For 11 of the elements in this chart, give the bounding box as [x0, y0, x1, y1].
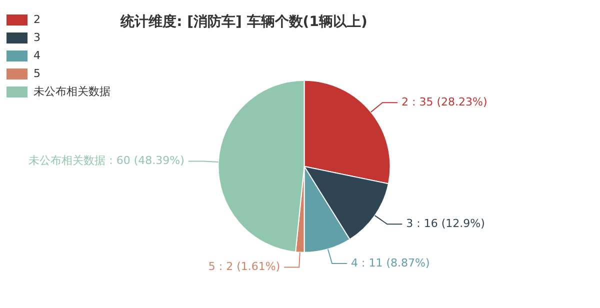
legend-label: 2: [34, 12, 40, 26]
data-label: 3 : 16 (12.9%): [406, 216, 485, 230]
data-label: 5 : 2 (1.61%): [208, 260, 280, 274]
legend-label: 4: [34, 48, 40, 62]
chart-title: 统计维度: [消防车] 车辆个数(1辆以上): [120, 13, 368, 30]
data-label: 4 : 11 (8.87%): [351, 256, 430, 270]
legend-label: 未公布相关数据: [34, 84, 110, 98]
data-label: 2 : 35 (28.23%): [402, 95, 488, 108]
data-label: 未公布相关数据 : 60 (48.39%): [28, 154, 184, 168]
legend-label: 3: [34, 30, 40, 44]
legend-label: 5: [34, 66, 40, 80]
